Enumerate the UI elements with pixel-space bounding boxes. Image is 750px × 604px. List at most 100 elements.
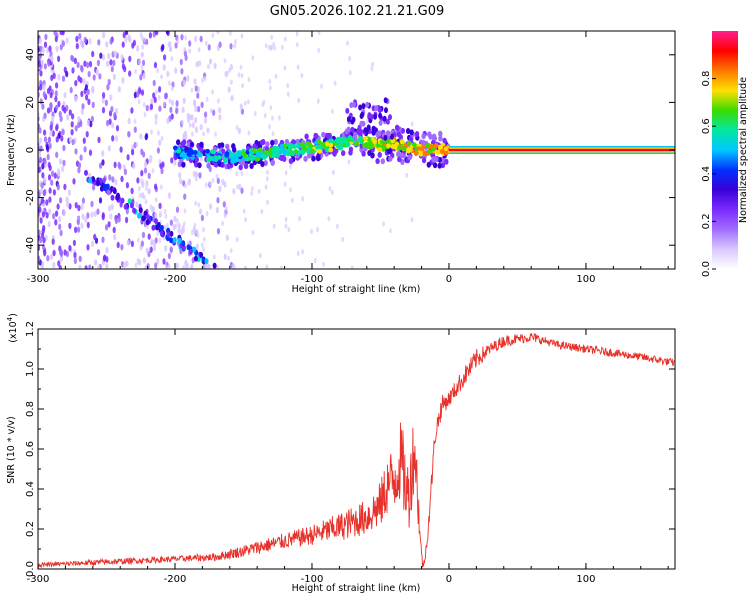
heat-ridge-halo (332, 150, 337, 157)
heat-haze (147, 188, 151, 194)
heat-speck (94, 259, 98, 266)
snr-line-series (38, 332, 675, 569)
heat-haze (191, 131, 194, 137)
heat-haze (137, 59, 141, 65)
heat-plume (365, 101, 370, 108)
heat-speck (49, 253, 54, 261)
heat-speck (192, 170, 196, 178)
heat-speck (52, 261, 56, 269)
heat-speck (38, 127, 42, 134)
heat-haze (260, 208, 264, 215)
heat-speck (170, 113, 174, 120)
heat-branch (172, 237, 177, 243)
heat-speck (136, 91, 140, 98)
heat-haze (273, 45, 276, 51)
heat-speck (49, 91, 53, 99)
heat-haze (168, 46, 172, 53)
heat-speck (145, 180, 149, 187)
heat-speck (150, 98, 154, 105)
heat-speck (156, 258, 160, 265)
heat-haze (174, 223, 178, 229)
heat-haze (239, 64, 243, 70)
heat-speck (169, 246, 173, 254)
heat-speck (46, 107, 51, 114)
heat-speck (82, 137, 86, 144)
heat-haze (241, 83, 245, 89)
heat-speck (42, 91, 46, 98)
heat-ridge-halo (177, 161, 182, 168)
heat-speck (195, 61, 199, 68)
snr-xtick-label: 0 (446, 574, 452, 585)
heat-speck (184, 54, 188, 61)
heat-haze (240, 33, 244, 39)
heat-branch (159, 224, 164, 231)
heat-speck (143, 161, 148, 168)
heat-speck (72, 178, 76, 185)
heat-speck (126, 154, 130, 161)
heat-speck (180, 68, 184, 75)
spectrogram-ytick-label: 40 (25, 48, 36, 61)
heat-speck (74, 226, 78, 233)
heat-speck (38, 37, 42, 45)
heat-speck (133, 91, 137, 99)
heat-speck (97, 136, 101, 144)
heat-speck (79, 77, 83, 84)
heat-haze (279, 265, 283, 269)
heat-speck (80, 90, 84, 98)
heat-ridge-core (397, 145, 402, 151)
heat-speck (48, 196, 52, 203)
heat-haze (154, 197, 158, 203)
heat-plume (369, 113, 374, 120)
heat-speck (88, 149, 93, 156)
heat-haze (209, 108, 213, 114)
heat-speck (101, 107, 106, 114)
heat-haze (158, 237, 162, 243)
heat-speck (128, 55, 132, 63)
heat-haze (247, 130, 251, 136)
heat-ridge-core (310, 148, 315, 154)
heat-speck (130, 107, 134, 114)
heat-haze (296, 64, 300, 70)
heat-ridge-core (427, 149, 433, 155)
snr-ytick-label: 0.8 (25, 401, 36, 417)
heat-speck (221, 178, 225, 186)
heat-haze (151, 168, 155, 174)
heat-speck (50, 55, 54, 62)
heat-speck (83, 146, 87, 153)
heat-haze (223, 58, 227, 64)
heat-haze (190, 229, 194, 235)
heat-haze (286, 91, 290, 97)
heat-ridge-halo (438, 130, 443, 137)
heat-speck (119, 146, 123, 153)
heat-ridge-core (413, 151, 419, 156)
heat-speck (133, 126, 137, 133)
heat-plume (388, 114, 392, 121)
heat-speck (108, 205, 112, 212)
heat-speck (58, 110, 62, 118)
heat-ridge-halo (420, 139, 425, 146)
heat-speck (74, 95, 78, 102)
heat-ridge-halo (199, 141, 204, 148)
heat-plume (360, 111, 365, 118)
heat-plume (382, 115, 387, 122)
heat-speck (218, 41, 222, 48)
heat-haze (133, 118, 137, 124)
heat-speck (73, 252, 77, 259)
snr-ytick-label: 1.2 (25, 321, 36, 337)
heat-speck (99, 162, 103, 169)
heat-haze (331, 108, 334, 114)
heat-speck (203, 117, 208, 124)
heat-speck (92, 74, 96, 81)
snr-multiplier: (x104) (6, 313, 19, 343)
heat-branch (186, 244, 191, 251)
heat-haze (295, 42, 299, 48)
heat-ridge-halo (263, 160, 268, 166)
heat-haze (350, 265, 354, 269)
heat-haze (203, 75, 207, 82)
heat-haze (182, 228, 186, 234)
heat-speck (57, 73, 61, 81)
spectrogram-xtick-label: 0 (446, 274, 452, 285)
spectrogram-xtick-label: 100 (576, 274, 595, 285)
heat-speck (38, 60, 42, 67)
heat-speck (91, 240, 95, 247)
